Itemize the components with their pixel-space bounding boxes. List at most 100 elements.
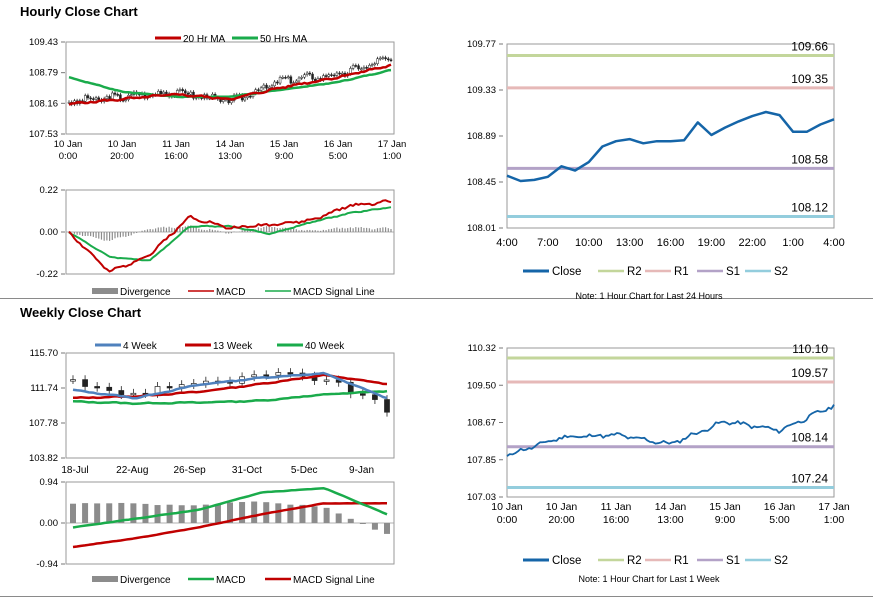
hourly-candle-body (249, 95, 252, 98)
weekly-pivot-x-tick-time: 9:00 (715, 514, 736, 526)
hourly-candle-body (341, 72, 344, 75)
weekly-divergence-bar (299, 504, 306, 523)
weekly-40week-ma-line (72, 389, 388, 406)
hourly-candle-body (124, 99, 128, 101)
weekly-macd-line (72, 486, 388, 529)
hourly-price-x-tick-time: 13:00 (218, 151, 242, 162)
hourly-pivot-y-tick-4: 108.01 (467, 223, 496, 234)
hourly-price-x-tick-date: 10 Jan (54, 139, 83, 150)
weekly-divergence-bar (70, 503, 76, 523)
hourly-pivot-x-tick: 4:00 (496, 237, 517, 249)
weekly-pivot-level-r1-label: 109.57 (791, 366, 828, 380)
weekly-legend-signal-label: MACD Signal Line (293, 575, 375, 586)
hourly-pivot-level-s2-label: 108.12 (791, 201, 828, 215)
weekly-pivot-close-line (506, 404, 835, 457)
weekly-legend-4wk-label: 4 Week (123, 341, 158, 352)
hourly-candle-body (178, 89, 182, 91)
hourly-candle-body (165, 91, 168, 94)
hourly-macd-y-tick-1: 0.00 (40, 227, 59, 238)
hourly-candle-body (162, 91, 165, 94)
hourly-legend-macd-label: MACD (216, 287, 245, 298)
hourly-candle-body (265, 84, 268, 89)
weekly-candle-body (118, 390, 125, 395)
hourly-candle-body (243, 97, 247, 101)
weekly-price-x-tick: 31-Oct (232, 465, 262, 476)
hourly-candle-body (359, 68, 363, 71)
section-divider (0, 298, 873, 299)
hourly-pivot-level-r1-label: 109.35 (791, 72, 828, 86)
weekly-divergence-bar (227, 502, 233, 523)
hourly-candle-body (332, 74, 336, 77)
hourly-candle-body (92, 98, 95, 100)
weekly-pivot-x-tick-time: 5:00 (769, 514, 790, 526)
hourly-candle-body (305, 72, 309, 75)
hourly-candle-body (368, 65, 371, 69)
weekly-pivot-x-tick-time: 13:00 (657, 514, 683, 526)
weekly-signal-line (72, 501, 388, 549)
weekly-divergence-bar (202, 504, 209, 523)
weekly-divergence-bar (251, 501, 258, 523)
weekly-legend-macd-label: MACD (216, 575, 245, 586)
hourly-macd-line (68, 199, 392, 273)
weekly-pivot-x-tick-date: 10 Jan (491, 501, 523, 513)
weekly-pivot-legend-s1-label: S1 (726, 555, 740, 567)
weekly-candle-body (130, 392, 137, 396)
hourly-pivot-note: Note: 1 Hour Chart for Last 24 Hours (575, 291, 723, 301)
hourly-candle-body (189, 91, 193, 95)
weekly-pivot-level-s2-label: 107.24 (791, 471, 828, 485)
hourly-pivot-x-tick: 19:00 (698, 237, 726, 249)
hourly-legend-50hr-label: 50 Hrs MA (260, 34, 308, 45)
hourly-candle-body (354, 65, 358, 67)
hourly-candle-body (86, 95, 90, 99)
hourly-pivot-x-tick: 1:00 (782, 237, 803, 249)
hourly-candle-body (378, 57, 382, 60)
hourly-candle-body (181, 89, 184, 92)
weekly-macd-y-tick-2: -0.94 (36, 559, 58, 570)
hourly-candle-body (262, 84, 266, 89)
weekly-pivot-x-tick-date: 15 Jan (709, 501, 741, 513)
hourly-pivot-y-tick-3: 108.45 (467, 177, 496, 188)
hourly-price-frame (65, 41, 395, 135)
hourly-legend-signal-label: MACD Signal Line (293, 287, 375, 298)
hourly-price-x-tick-time: 1:00 (383, 151, 402, 162)
weekly-candle-body (287, 372, 294, 375)
hourly-candle-body (113, 92, 117, 95)
weekly-divergence-bar (142, 503, 149, 523)
weekly-price-y-tick-2: 107.78 (29, 418, 58, 429)
hourly-candle-body (384, 57, 387, 60)
weekly-pivot-x-tick-time: 16:00 (603, 514, 629, 526)
weekly-price-frame (65, 352, 395, 459)
hourly-candle-body (276, 81, 279, 84)
hourly-candle-body (289, 76, 293, 84)
hourly-signal-line (68, 206, 392, 262)
hourly-candle-body (111, 92, 114, 100)
weekly-divergence-bar (106, 503, 113, 523)
hourly-macd-y-tick-2: -0.22 (36, 269, 58, 280)
hourly-candle-body (246, 95, 249, 99)
weekly-section-title: Weekly Close Chart (20, 305, 142, 320)
weekly-divergence-bar (371, 523, 378, 530)
weekly-price-x-tick: 22-Aug (116, 465, 148, 476)
weekly-pivot-note: Note: 1 Hour Chart for Last 1 Week (579, 574, 720, 584)
hourly-candle-body (284, 77, 287, 79)
weekly-4week-ma-line (72, 371, 388, 400)
hourly-candle-body (273, 81, 276, 87)
hourly-candle-body (297, 77, 301, 82)
hourly-price-x-tick-date: 14 Jan (216, 139, 245, 150)
weekly-macd-y-tick-0: 0.94 (40, 477, 59, 488)
hourly-pivot-close-line (506, 110, 835, 183)
hourly-candle-body (278, 77, 282, 84)
weekly-pivot-legend-r1-label: R1 (674, 555, 689, 567)
weekly-price-y-tick-1: 111.74 (30, 383, 58, 394)
weekly-divergence-bar (323, 507, 330, 523)
weekly-candle-body (275, 372, 282, 376)
weekly-price-x-tick: 18-Jul (61, 465, 88, 476)
hourly-candle-body (230, 100, 233, 104)
weekly-candle-body (384, 399, 390, 413)
hourly-candle-body (330, 74, 333, 76)
weekly-divergence-bar (94, 503, 101, 523)
hourly-pivot-legend-r2-label: R2 (627, 266, 642, 278)
weekly-pivot-x-tick-date: 14 Jan (655, 501, 687, 513)
weekly-pivot-y-tick-0: 110.32 (468, 343, 496, 354)
